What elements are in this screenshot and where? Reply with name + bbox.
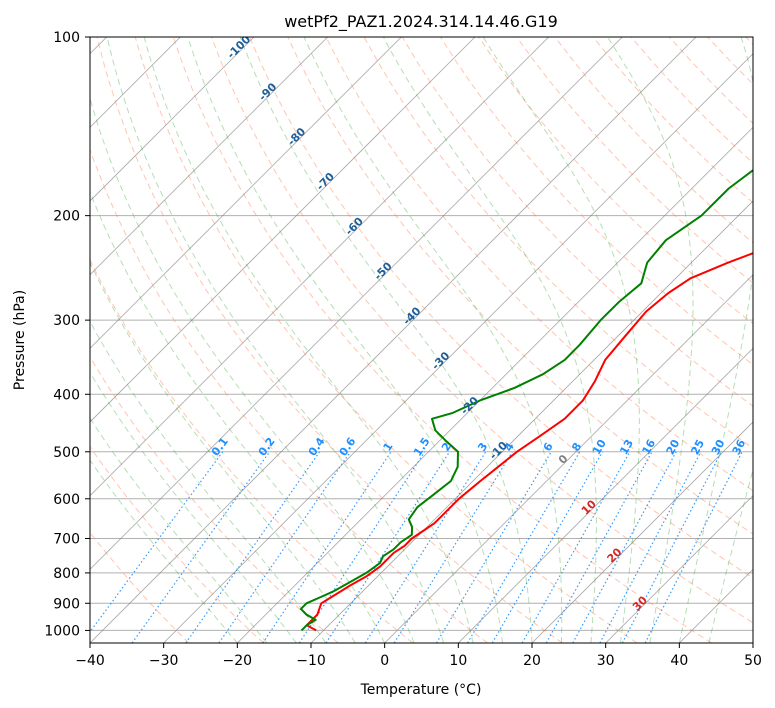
mixing-ratio-line <box>572 451 677 643</box>
mixing-ratio-label: 36 <box>730 437 749 457</box>
plot-background <box>90 37 753 643</box>
y-tick-label: 900 <box>53 596 80 612</box>
isotherm-line <box>605 495 753 643</box>
mixing-ratio-line <box>466 451 581 643</box>
x-axis-ticks: −40 −30 −20 −10 0 10 20 30 40 50 <box>75 643 762 669</box>
mixing-ratio-line <box>393 451 513 643</box>
isotherm-line <box>531 421 753 643</box>
mixing-ratio-line <box>521 451 631 643</box>
mixing-ratio-line <box>364 451 487 643</box>
isotherm-line <box>752 642 753 643</box>
isotherm-line <box>90 37 549 497</box>
temperature-profile-line <box>305 252 753 632</box>
isotherm-line <box>90 37 623 570</box>
x-tick-label: 0 <box>380 653 389 669</box>
mixing-ratio-line <box>599 451 702 643</box>
y-tick-label: 100 <box>53 30 80 46</box>
mixing-ratio-line <box>218 451 351 643</box>
x-tick-label: 10 <box>449 653 467 669</box>
moist-adiabat-line <box>607 37 694 643</box>
moist-adiabat-line <box>90 417 268 643</box>
y-tick-label: 500 <box>53 445 80 461</box>
moist-adiabat-line <box>90 261 356 643</box>
isotherm-line <box>163 53 753 643</box>
moist-adiabat-line <box>90 320 327 643</box>
moist-adiabat-line <box>90 190 386 643</box>
moist-adiabat-line <box>187 37 503 643</box>
x-tick-label: −30 <box>149 653 179 669</box>
mixing-ratio-line <box>491 451 603 643</box>
x-tick-label: 50 <box>744 653 762 669</box>
mixing-ratio-line <box>545 451 653 643</box>
y-tick-label: 400 <box>53 387 80 403</box>
dry-adiabat-line <box>249 37 753 579</box>
x-axis-title: Temperature (°C) <box>360 682 482 698</box>
isotherm-label: 40 <box>656 641 676 661</box>
isotherm-line <box>90 37 328 276</box>
y-tick-label: 600 <box>53 492 80 508</box>
chart-title: wetPf2_PAZ1.2024.314.14.46.G19 <box>284 12 558 32</box>
moist-adiabat-line <box>482 37 640 643</box>
dry-adiabat-line <box>516 37 753 284</box>
mixing-ratio-label: 25 <box>688 437 707 457</box>
moist-adiabat-line <box>678 37 753 643</box>
dry-adiabat-line <box>90 258 414 643</box>
y-tick-label: 300 <box>53 313 80 329</box>
moist-adiabat-line <box>106 37 445 643</box>
y-axis-title: Pressure (hPa) <box>12 290 28 390</box>
y-tick-label: 800 <box>53 566 80 582</box>
isotherm-line <box>90 37 255 202</box>
dry-adiabat-line <box>211 37 753 624</box>
moist-adiabat-line <box>708 467 753 643</box>
mixing-ratio-line <box>435 451 552 643</box>
isotherm-line <box>90 37 697 643</box>
background-lines <box>90 37 753 643</box>
isotherm-line <box>310 200 753 643</box>
isotherm-line <box>90 37 402 349</box>
dewpoint-profile-line <box>299 168 753 632</box>
plot-frame <box>89 36 754 644</box>
moist-adiabat-line <box>303 37 563 643</box>
x-tick-label: −20 <box>223 653 253 669</box>
mixing-ratio-line <box>131 451 271 643</box>
y-axis-ticks: 100 200 300 400 500 600 700 800 900 1000 <box>44 30 90 639</box>
dry-adiabat-line <box>90 445 264 643</box>
mixing-ratio-line <box>185 451 321 643</box>
dry-adiabat-line <box>134 37 638 643</box>
isotherm-line <box>458 347 753 643</box>
isotherm-line <box>384 274 753 643</box>
dry-adiabat-line <box>172 37 712 643</box>
dry-adiabat-line <box>287 37 753 535</box>
isotherm-line <box>90 37 476 423</box>
moist-adiabat-line <box>90 96 415 643</box>
y-tick-label: 200 <box>53 209 80 225</box>
dry-adiabat-line <box>90 355 339 643</box>
x-tick-label: 40 <box>670 653 688 669</box>
moist-adiabat-line <box>382 37 597 643</box>
moist-adiabat-line <box>90 371 297 643</box>
y-tick-label: 1000 <box>44 623 80 639</box>
isotherm-line <box>237 126 753 643</box>
dry-adiabat-line <box>96 37 563 643</box>
x-tick-label: −40 <box>75 653 105 669</box>
moist-adiabat-line <box>90 459 238 643</box>
series-lines <box>299 168 753 632</box>
x-tick-label: 30 <box>597 653 615 669</box>
moist-adiabat-line <box>239 37 533 643</box>
y-tick-label: 700 <box>53 532 80 548</box>
x-tick-label: −10 <box>296 653 326 669</box>
dry-adiabat-line <box>325 37 753 492</box>
mixing-ratio-label: 30 <box>709 437 728 457</box>
x-tick-label: 20 <box>523 653 541 669</box>
